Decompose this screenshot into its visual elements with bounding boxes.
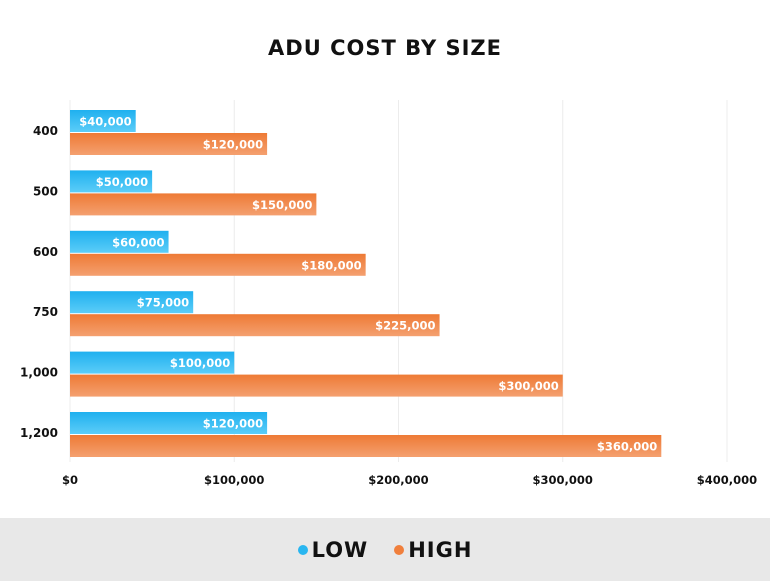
- bar-high: [70, 374, 563, 397]
- bar-high: [70, 314, 440, 337]
- bar-value-label: $225,000: [375, 319, 435, 333]
- bar-high: [70, 253, 366, 276]
- chart-title: ADU COST BY SIZE: [268, 36, 502, 60]
- legend-low-label: LOW: [311, 537, 369, 562]
- y-category-label: 750: [33, 305, 58, 319]
- y-category-label: 600: [33, 245, 58, 259]
- legend-item-high: HIGH: [394, 538, 472, 562]
- legend-item-low: LOW: [297, 537, 369, 562]
- bar-low: [70, 110, 136, 132]
- bar-value-label: $120,000: [203, 138, 263, 152]
- bar-low: [70, 230, 169, 253]
- x-tick-label: $200,000: [368, 473, 428, 487]
- y-category-label: 500: [33, 184, 58, 198]
- bar-value-label: $150,000: [252, 198, 312, 212]
- legend-high-dot: [394, 544, 405, 555]
- bar-value-label: $120,000: [203, 417, 263, 431]
- y-category-label: 1,200: [20, 426, 58, 440]
- bar-value-label: $50,000: [96, 175, 148, 189]
- bar-value-label: $75,000: [137, 296, 189, 310]
- bar-high: [70, 193, 317, 216]
- bar-value-label: $40,000: [79, 115, 131, 129]
- bar-value-label: $360,000: [597, 440, 657, 454]
- y-category-label: 400: [33, 124, 58, 138]
- x-tick-label: $100,000: [204, 473, 264, 487]
- legend-low-dot: [297, 544, 308, 555]
- bar-value-label: $300,000: [498, 379, 558, 393]
- x-tick-label: $300,000: [533, 473, 593, 487]
- legend-high-label: HIGH: [408, 537, 473, 562]
- bar-chart: $0 $100,000 $200,000 $300,000 $400,000 400 $40…: [20, 100, 757, 487]
- bar-low: [70, 291, 194, 314]
- bar-high: [70, 133, 268, 155]
- y-category-label: 1,000: [20, 366, 58, 380]
- bar-low: [70, 351, 235, 374]
- bar-low: [70, 170, 153, 193]
- legend: LOW HIGH: [0, 518, 770, 581]
- bar-value-label: $60,000: [112, 235, 164, 249]
- bar-value-label: $100,000: [170, 356, 230, 370]
- x-tick-label: $400,000: [697, 473, 757, 487]
- bar-value-label: $180,000: [301, 258, 361, 272]
- bar-high: [70, 435, 662, 457]
- x-tick-label: $0: [62, 473, 78, 487]
- bar-low: [70, 412, 268, 434]
